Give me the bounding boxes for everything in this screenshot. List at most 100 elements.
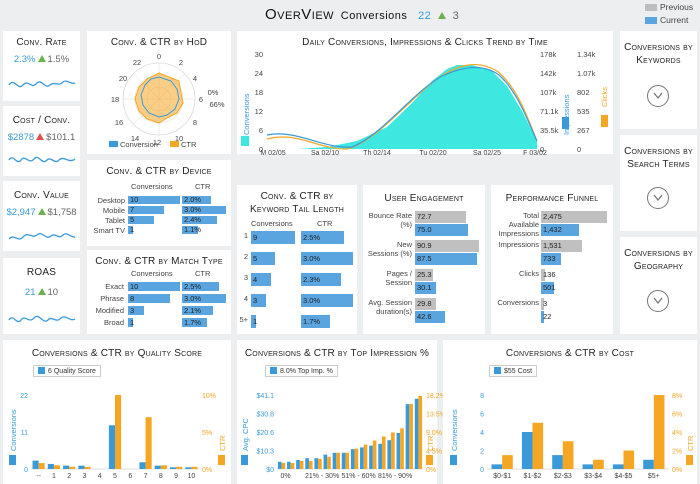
- kpi-previous: $101.1: [46, 132, 76, 143]
- qs-bar-primary: [185, 467, 192, 469]
- match-conv-value: 10: [130, 282, 139, 291]
- cost-y-tick: 2: [480, 449, 484, 456]
- tail-ctr-bar: [301, 252, 353, 265]
- tail-conv-bar: [251, 294, 266, 307]
- nav-card-title: Conversions by Geography: [624, 248, 693, 272]
- qs-y2-label: CTR: [218, 435, 227, 451]
- tail-conv-value: 1: [253, 317, 258, 326]
- engagement-prev-value: 29.8: [417, 299, 432, 308]
- device-ctr-bar: [182, 226, 199, 234]
- cost-legend-value: $55: [504, 368, 516, 375]
- cost-bar-secondary: [623, 450, 635, 469]
- topimp-bar-primary: [350, 449, 355, 469]
- device-ctr-bar: [182, 196, 212, 204]
- qs-x-tick: 3: [83, 473, 87, 480]
- nav-card-keywords[interactable]: Conversions by Keywords: [620, 31, 697, 129]
- funnel-prev-value: 3: [543, 299, 548, 308]
- trend-clk-4: 535: [577, 107, 590, 116]
- cost-y2-tick: 0%: [672, 467, 682, 474]
- device-ctr-bar: [182, 206, 226, 214]
- chevron-down-circle-icon[interactable]: [647, 85, 669, 107]
- topimp-bar-primary: [296, 459, 300, 469]
- tail-ctr-value: 2.3%: [303, 275, 321, 284]
- kpi-current: 21: [24, 287, 36, 298]
- trend-x-2: Th 02/14: [363, 150, 391, 157]
- funnel-cur-value: 22: [543, 312, 552, 321]
- topimp-bar-primary: [378, 443, 382, 469]
- trend-y-left-label: Conversions: [242, 93, 251, 135]
- qs-x-tick: 7: [144, 473, 148, 480]
- topimp-panel: Conversions & CTR by Top Impression % 8.…: [237, 340, 446, 484]
- qs-bar-secondary: [84, 466, 91, 469]
- qs-x-tick: 1: [52, 473, 56, 480]
- trend-up-red-icon: [36, 133, 45, 140]
- topimp-bar-secondary: [372, 440, 377, 469]
- trend-y-6: 6: [259, 126, 263, 135]
- device-row-label: Desktop: [97, 196, 125, 205]
- cost-y2-tick: 6%: [672, 412, 682, 419]
- trend-x-1: Sa 02/10: [311, 150, 339, 157]
- tail-conv-bar: [251, 252, 276, 265]
- device-conv-bar: [128, 216, 154, 224]
- hod-legend-conv-swatch: [109, 141, 118, 147]
- chevron-down-circle-icon[interactable]: [647, 290, 669, 312]
- qs-y-tick: 0: [24, 467, 28, 474]
- qs-x-tick: 10: [187, 473, 195, 480]
- topimp-y-tick: $0: [266, 467, 274, 474]
- match-row-label: Exact: [105, 282, 124, 291]
- hod-axis-10: 10: [175, 134, 183, 143]
- tail-ctr-value: 3.0%: [303, 296, 321, 305]
- match-row-label: Modified: [95, 306, 124, 315]
- engagement-row-label: New Sessions (%): [367, 240, 412, 258]
- funnel-prev-value: 1,531: [543, 241, 562, 250]
- cost-x-tick: $1-$2: [524, 473, 542, 480]
- cost-y-tick: 8: [480, 393, 484, 400]
- cost-bar-primary: [582, 464, 594, 469]
- trend-title: Daily Conversions, Impressions & Clicks …: [302, 37, 548, 48]
- trend-y-12: 12: [255, 107, 263, 116]
- trend-imp-35k: 35.5k: [540, 126, 559, 135]
- hod-panel: Conv. & CTR by HoD 0 2 4 6 8 10 12 14 16: [87, 31, 231, 154]
- trend-imp-142k: 142k: [540, 69, 557, 78]
- topimp-y-tick: $30.8: [256, 412, 274, 419]
- kpi-conv-rate: Conv. Rate 2.3% 1.5%: [3, 31, 80, 101]
- engagement-cur-value: 75.0: [417, 225, 432, 234]
- trend-y-24: 24: [255, 69, 263, 78]
- trend-x-3: Tu 02/20: [419, 150, 446, 157]
- match-title: Conv. & CTR by Match Type: [95, 256, 223, 267]
- cost-bar-secondary: [502, 455, 513, 469]
- engagement-prev-bar: [415, 298, 436, 310]
- device-conv-value: 7: [130, 205, 135, 214]
- tail-row-label: 1: [243, 231, 248, 240]
- qs-y-swatch: [9, 455, 16, 465]
- tail-ctr-bar: [301, 294, 353, 307]
- qs-bar-secondary: [115, 395, 122, 469]
- qs-x-tick: 6: [128, 473, 132, 480]
- nav-card-geography[interactable]: Conversions by Geography: [620, 237, 697, 334]
- tail-ctr-bar: [301, 315, 331, 328]
- hod-legend-ctr: CTR: [181, 140, 197, 149]
- engagement-cur-bar: [415, 282, 437, 294]
- topimp-x-tick: 21% - 30%: [305, 473, 339, 480]
- tail-panel: Conv. & CTR by Keyword Tail Length Conve…: [237, 185, 357, 334]
- cost-bar-primary: [552, 455, 563, 469]
- chevron-down-circle-icon[interactable]: [647, 187, 669, 209]
- qs-y-tick: 11: [21, 430, 28, 437]
- cost-bar-primary: [521, 432, 533, 469]
- device-ctr-bar: [182, 216, 218, 224]
- title-text: OverView: [265, 6, 335, 23]
- topimp-bar-primary: [360, 447, 364, 469]
- device-col-conv: Conversions: [131, 182, 173, 191]
- trend-imp-swatch: [562, 117, 569, 129]
- match-conv-bar: [128, 306, 144, 315]
- cost-bar-secondary: [562, 441, 574, 469]
- tail-row-label: 3: [243, 273, 248, 282]
- trend-panel: Daily Conversions, Impressions & Clicks …: [237, 31, 613, 157]
- match-ctr-value: 3.0%: [184, 294, 202, 303]
- topimp-title: Conversions & CTR by Top Impression %: [244, 348, 430, 359]
- tail-ctr-value: 3.0%: [303, 254, 321, 263]
- kpi-roas: ROAS 21 10: [3, 258, 80, 334]
- engagement-cur-bar: [415, 253, 477, 265]
- nav-card-search-terms[interactable]: Conversions by Search Terms: [620, 135, 697, 231]
- funnel-row-label: Conversions: [497, 298, 539, 307]
